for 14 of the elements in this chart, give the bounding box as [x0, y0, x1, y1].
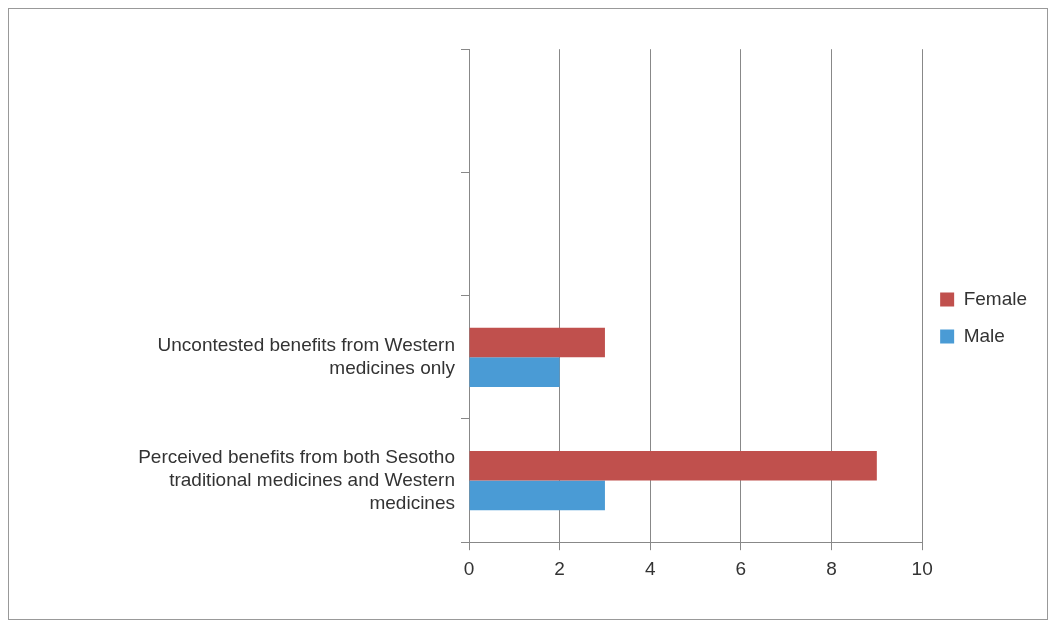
y-tick-label: Perceived benefits from both Sesotho traditional medicines and Western medicines — [138, 446, 455, 513]
x-tick-label: 0 — [463, 557, 475, 579]
x-tick-label: 2 — [554, 557, 565, 579]
y-tick-label: Uncontested benefits from Western medicines only — [157, 334, 456, 378]
legend-label: Female — [963, 287, 1027, 309]
bar — [469, 357, 560, 387]
legend-label: Male — [963, 324, 1005, 346]
bar — [469, 327, 605, 358]
x-tick-label: 8 — [826, 557, 837, 579]
x-tick-label: 6 — [735, 557, 747, 579]
x-tick-label: 4 — [644, 557, 656, 579]
bar — [469, 451, 877, 481]
x-tick-label: 10 — [911, 557, 933, 579]
bar — [469, 480, 605, 511]
